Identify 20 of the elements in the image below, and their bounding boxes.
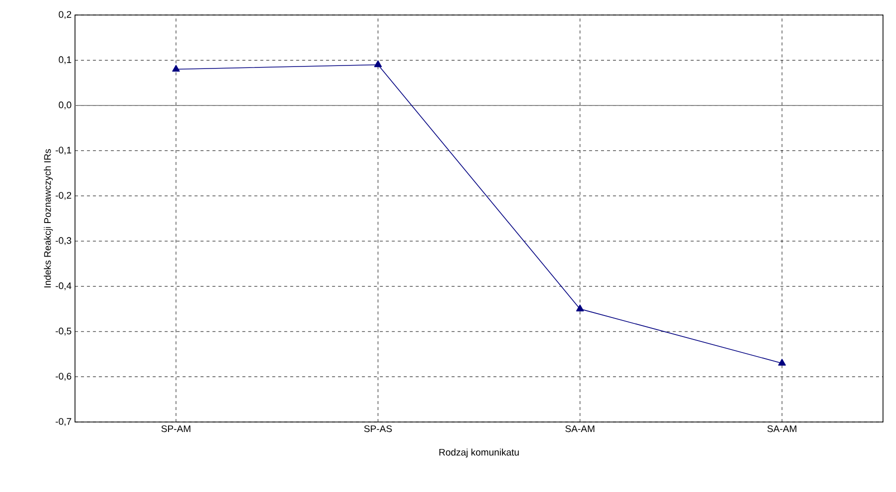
y-tick-label: -0,6 [56,372,72,381]
y-tick-label: -0,5 [56,328,72,336]
y-axis-title: Indeks Reakcji Poznawczych IRs [44,149,53,288]
y-tick-label: -0,4 [56,282,72,290]
y-tick-label: -0,2 [56,192,72,200]
y-tick-label: -0,1 [56,146,72,155]
y-tick-label: -0,3 [56,237,72,246]
point [172,64,180,72]
y-tick-label: -0,7 [56,418,72,426]
x-tick-label: SP-AM [161,425,190,432]
point [374,60,382,68]
x-tick-label: SP-AS [364,425,392,432]
point [778,358,786,366]
x-tick-label: SA-AM [565,425,594,432]
y-tick-label: 0,0 [58,102,72,110]
point [576,304,584,312]
x-tick-label: SA-AM [767,425,796,432]
x-axis-title: Rodzaj komunikatu [439,448,519,458]
y-tick-label: 0,2 [58,11,72,19]
y-tick-label: 0,1 [58,56,72,64]
